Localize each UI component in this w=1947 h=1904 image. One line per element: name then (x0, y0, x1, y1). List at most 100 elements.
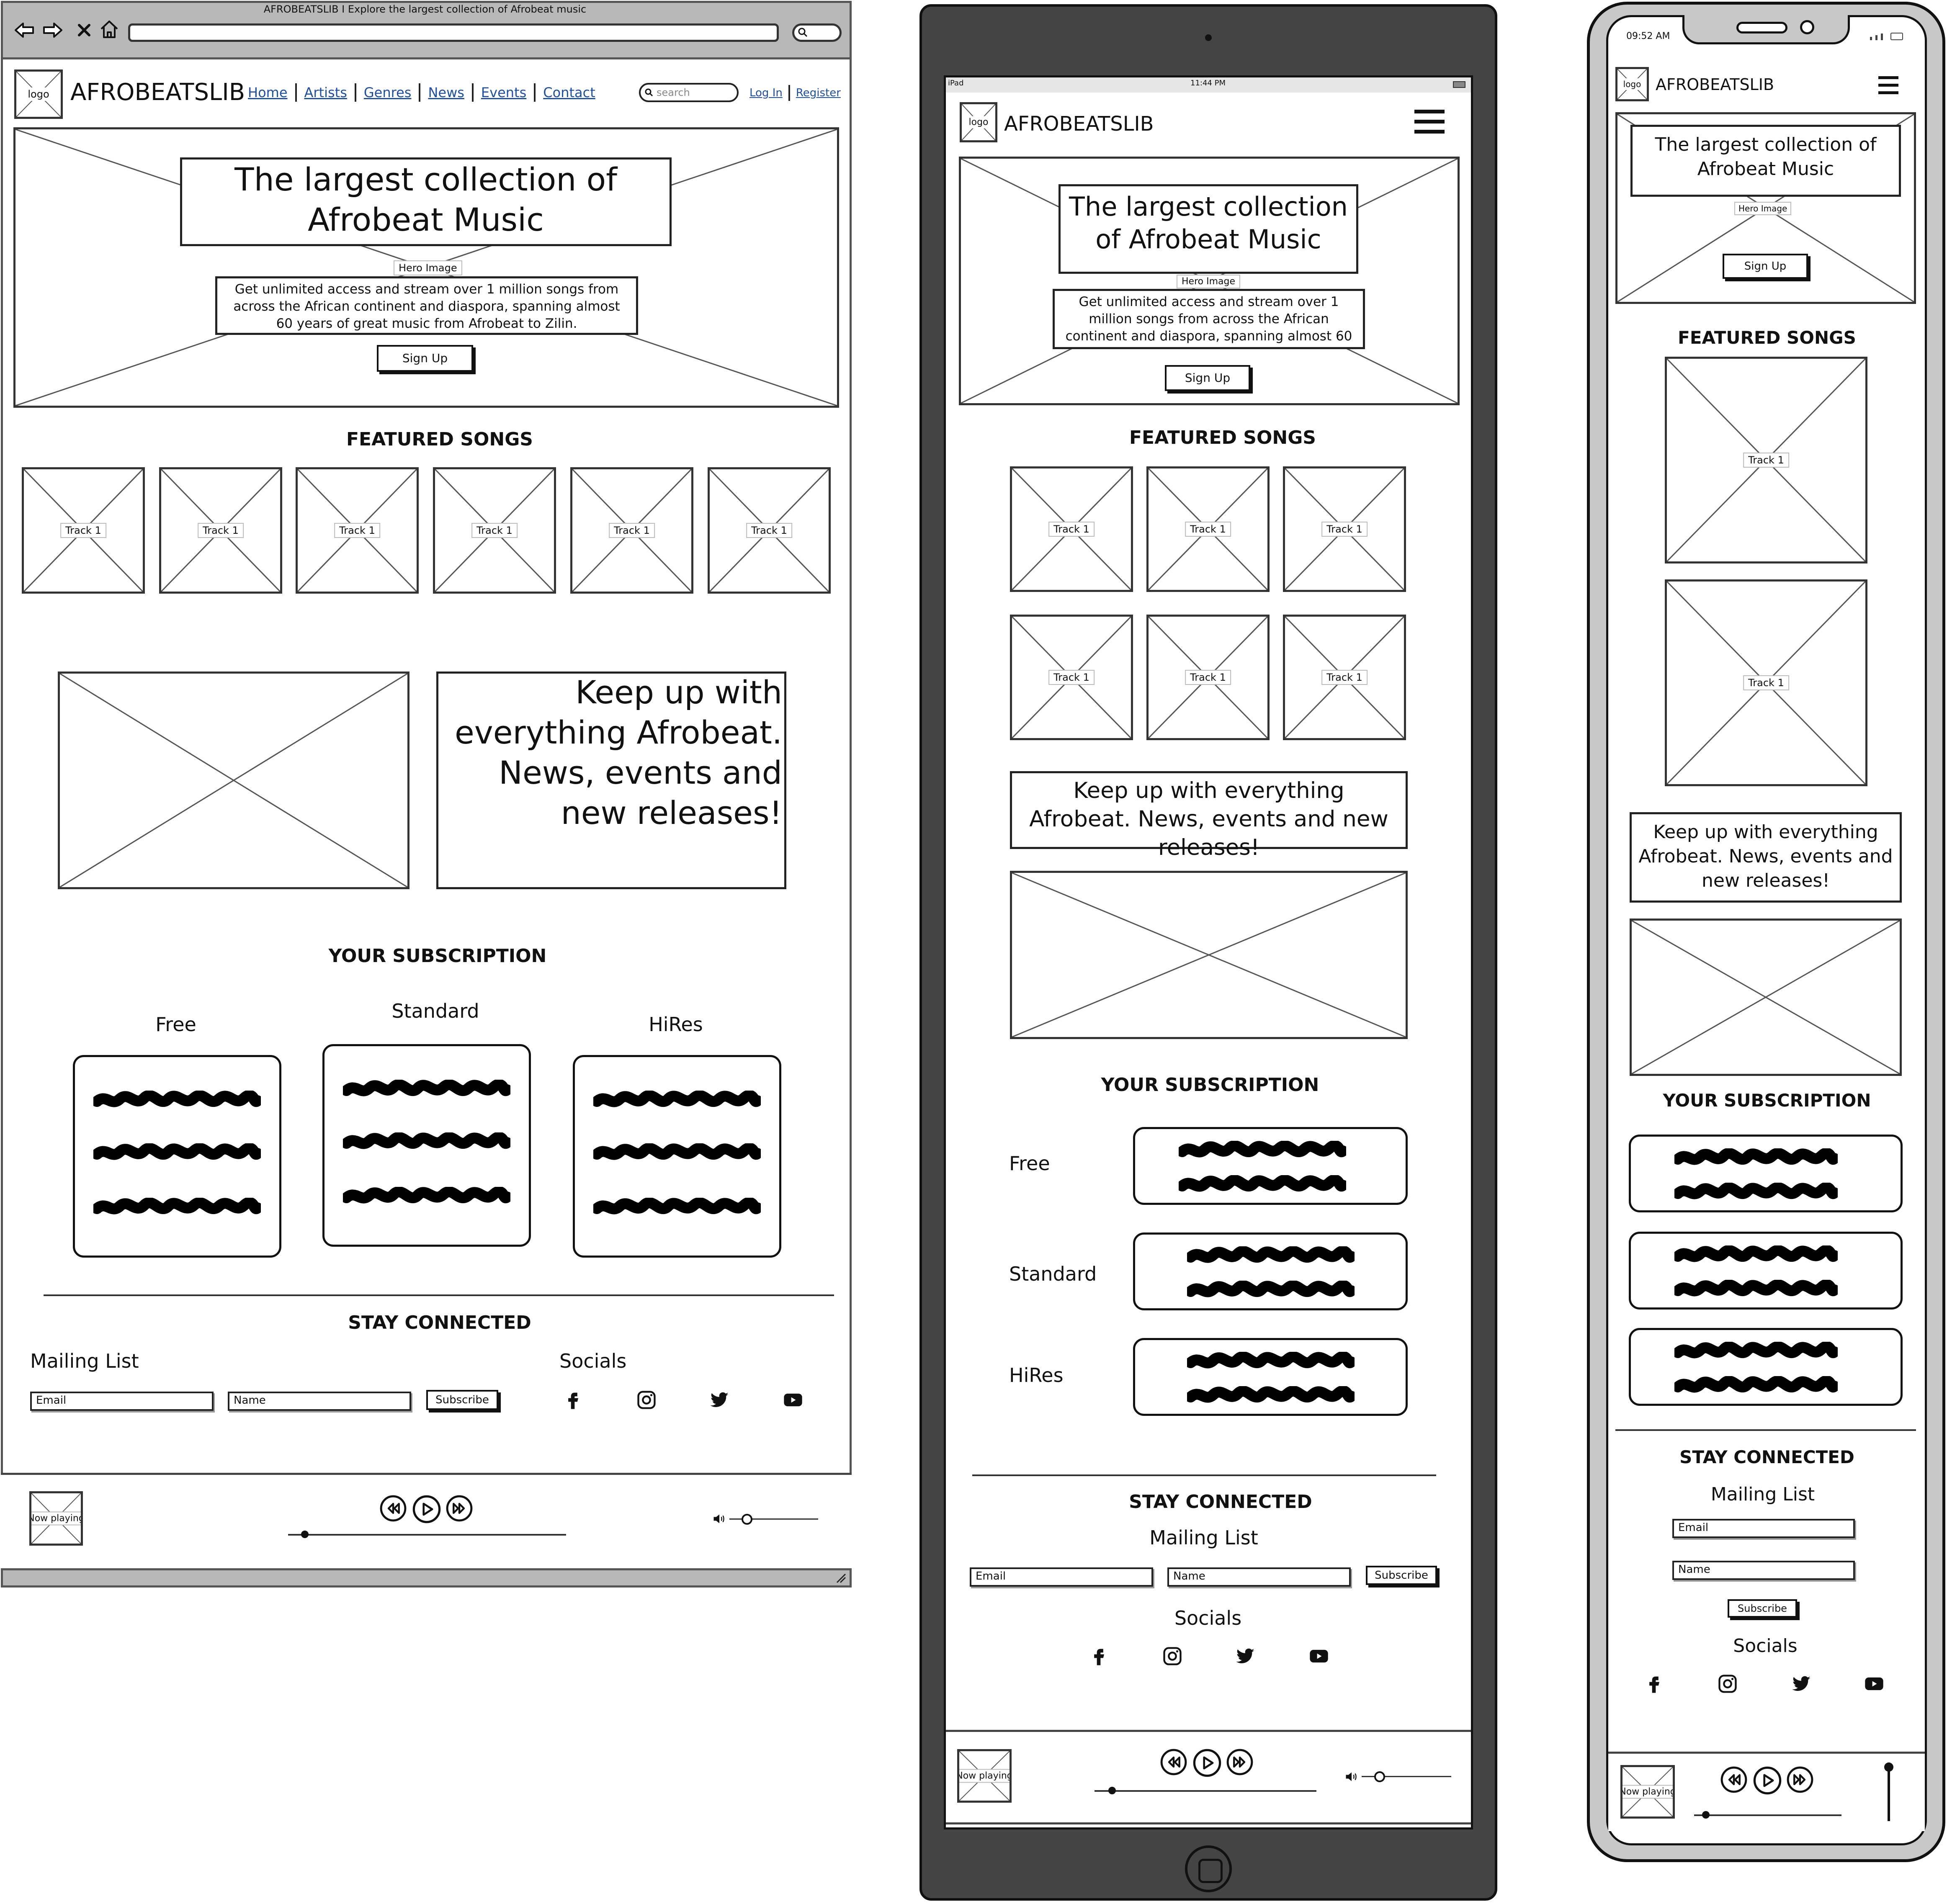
subscribe-button[interactable]: Subscribe (426, 1390, 498, 1410)
home-icon[interactable] (97, 17, 121, 42)
track-thumbnail[interactable]: Track 1 (708, 467, 831, 594)
register-link[interactable]: Register (796, 87, 841, 99)
progress-knob[interactable] (1108, 1787, 1116, 1794)
name-field[interactable]: Name (228, 1392, 411, 1411)
track-thumbnail[interactable]: Track 1 (1146, 466, 1270, 592)
track-thumbnail[interactable]: Track 1 (433, 467, 556, 594)
nav-artists[interactable]: Artists (304, 85, 347, 100)
email-field[interactable]: Email (30, 1392, 214, 1411)
site-search-input[interactable]: search (639, 83, 739, 102)
logo-placeholder[interactable]: logo (14, 69, 63, 119)
name-field[interactable]: Name (1167, 1567, 1351, 1587)
play-icon[interactable] (1192, 1748, 1222, 1778)
playback-progress-slider[interactable] (1095, 1787, 1316, 1794)
twitter-icon[interactable] (1790, 1673, 1812, 1695)
youtube-icon[interactable] (1863, 1673, 1885, 1695)
track-thumbnail[interactable]: Track 1 (296, 467, 419, 594)
track-thumbnail[interactable]: Track 1 (1283, 615, 1406, 740)
youtube-icon[interactable] (1308, 1645, 1330, 1667)
track-thumbnail[interactable]: Track 1 (1146, 615, 1270, 740)
track-thumbnail[interactable]: Track 1 (570, 467, 693, 594)
nav-contact[interactable]: Contact (543, 85, 595, 100)
browser-search-box[interactable] (792, 23, 842, 42)
track-thumbnail[interactable]: Track 1 (1665, 357, 1867, 563)
nav-events[interactable]: Events (481, 85, 527, 100)
nav-divider (419, 83, 421, 102)
track-thumbnail[interactable]: Track 1 (1283, 466, 1406, 592)
fast-forward-icon[interactable] (446, 1495, 473, 1522)
facebook-icon[interactable] (1643, 1673, 1665, 1695)
track-thumbnail[interactable]: Track 1 (22, 467, 145, 594)
volume-icon[interactable] (712, 1511, 727, 1526)
plan-card-hires[interactable] (573, 1055, 781, 1258)
subscribe-button[interactable]: Subscribe (1366, 1566, 1437, 1585)
plan-card-hires[interactable] (1133, 1338, 1408, 1416)
logo-placeholder[interactable]: logo (1615, 67, 1649, 101)
login-link[interactable]: Log In (749, 87, 783, 99)
hero-signup-button[interactable]: Sign Up (377, 345, 473, 372)
rewind-icon[interactable] (1720, 1766, 1748, 1793)
instagram-icon[interactable] (636, 1389, 657, 1411)
now-playing-artwork[interactable]: Now playing (29, 1491, 83, 1546)
track-thumbnail[interactable]: Track 1 (1010, 466, 1133, 592)
twitter-icon[interactable] (708, 1389, 730, 1411)
hamburger-menu-icon[interactable] (1878, 76, 1898, 95)
twitter-icon[interactable] (1234, 1645, 1256, 1667)
playback-progress-slider[interactable] (288, 1531, 566, 1538)
brand-name[interactable]: AFROBEATSLIB (1656, 75, 1774, 94)
now-playing-artwork[interactable]: Now playing (1620, 1765, 1675, 1819)
plan-card-standard[interactable] (1629, 1232, 1903, 1310)
nav-genres[interactable]: Genres (363, 85, 412, 100)
youtube-icon[interactable] (782, 1389, 804, 1411)
volume-icon[interactable] (1344, 1769, 1359, 1784)
volume-slider-vertical[interactable] (1884, 1762, 1893, 1821)
arrow-left-icon[interactable] (13, 18, 36, 42)
brand-name[interactable]: AFROBEATSLIB (70, 79, 245, 106)
rewind-icon[interactable] (379, 1495, 407, 1522)
facebook-icon[interactable] (562, 1389, 584, 1411)
fast-forward-icon[interactable] (1226, 1748, 1254, 1776)
now-playing-artwork[interactable]: Now playing (957, 1749, 1012, 1803)
close-icon[interactable] (74, 18, 95, 42)
nav-home[interactable]: Home (248, 85, 288, 100)
volume-knob[interactable] (1884, 1762, 1893, 1772)
tablet-home-button[interactable] (1185, 1845, 1232, 1892)
email-field[interactable]: Email (1672, 1519, 1855, 1538)
instagram-icon[interactable] (1162, 1645, 1183, 1667)
subscribe-button[interactable]: Subscribe (1728, 1599, 1797, 1618)
email-field[interactable]: Email (970, 1567, 1153, 1587)
arrow-right-icon[interactable] (41, 18, 64, 42)
playback-progress-slider[interactable] (1694, 1811, 1841, 1819)
volume-slider[interactable] (1362, 1771, 1451, 1782)
volume-slider[interactable] (729, 1514, 818, 1525)
plan-card-standard[interactable] (322, 1044, 531, 1247)
volume-knob[interactable] (1374, 1771, 1385, 1782)
instagram-icon[interactable] (1717, 1673, 1738, 1695)
plan-card-hires[interactable] (1629, 1328, 1903, 1406)
progress-knob[interactable] (301, 1531, 309, 1538)
phone-status-icons (1870, 31, 1912, 40)
brand-name[interactable]: AFROBEATSLIB (1004, 112, 1154, 136)
rewind-icon[interactable] (1160, 1748, 1187, 1776)
progress-knob[interactable] (1702, 1811, 1710, 1819)
resize-grip-icon[interactable] (833, 1571, 848, 1585)
plan-card-free[interactable] (73, 1055, 281, 1258)
hero-signup-button[interactable]: Sign Up (1723, 254, 1808, 279)
play-icon[interactable] (412, 1495, 441, 1524)
plan-card-free[interactable] (1133, 1127, 1408, 1205)
play-icon[interactable] (1753, 1766, 1782, 1795)
name-field[interactable]: Name (1672, 1561, 1855, 1580)
facebook-icon[interactable] (1088, 1645, 1110, 1667)
plan-card-standard[interactable] (1133, 1232, 1408, 1310)
browser-address-bar[interactable] (128, 23, 779, 42)
logo-placeholder[interactable]: logo (960, 102, 997, 142)
track-thumbnail[interactable]: Track 1 (1665, 579, 1867, 786)
hero-signup-button[interactable]: Sign Up (1165, 365, 1250, 391)
volume-knob[interactable] (742, 1514, 753, 1525)
fast-forward-icon[interactable] (1786, 1766, 1814, 1793)
plan-card-free[interactable] (1629, 1135, 1903, 1212)
track-thumbnail[interactable]: Track 1 (1010, 615, 1133, 740)
nav-news[interactable]: News (428, 85, 464, 100)
track-thumbnail[interactable]: Track 1 (159, 467, 282, 594)
hamburger-menu-icon[interactable] (1414, 110, 1445, 136)
